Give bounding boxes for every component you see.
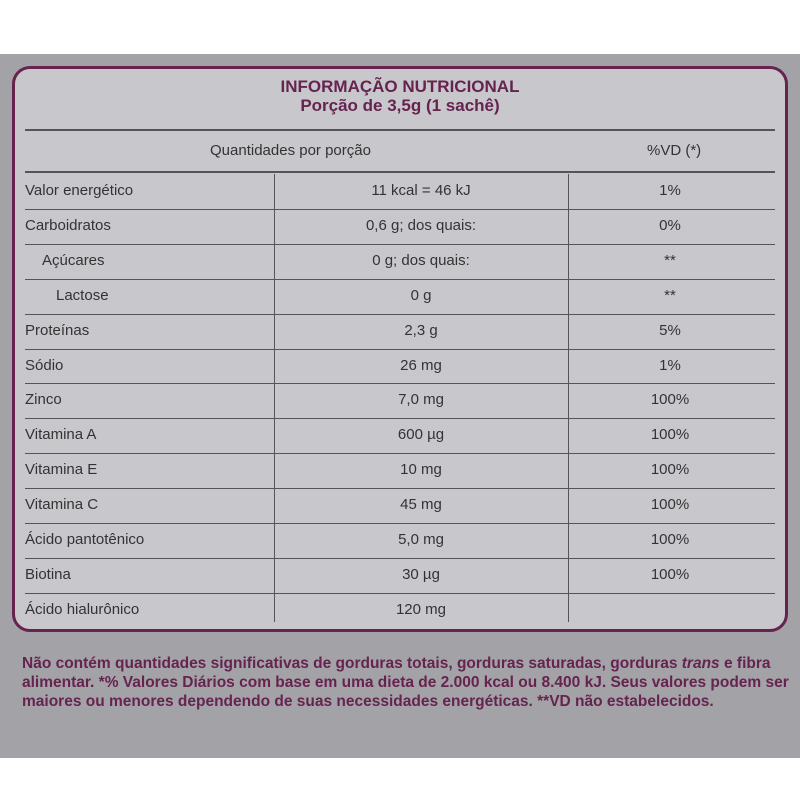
table-row: Ácido pantotênico 5,0 mg 100% bbox=[15, 523, 785, 557]
row-divider bbox=[25, 488, 775, 490]
table-row: Sódio 26 mg 1% bbox=[15, 349, 785, 383]
table-row: Valor energético 11 kcal = 46 kJ 1% bbox=[15, 174, 785, 208]
row-divider bbox=[25, 592, 775, 594]
row-divider bbox=[25, 243, 775, 245]
nutrient-amount: 120 mg bbox=[395, 600, 447, 618]
nutrient-name: Carboidratos bbox=[25, 216, 111, 234]
nutrient-vd: 100% bbox=[650, 391, 690, 409]
row-divider bbox=[25, 418, 775, 420]
nutrient-amount: 2,3 g bbox=[404, 321, 438, 339]
table-row: Ácido hialurônico 120 mg bbox=[15, 593, 785, 627]
table-row: Açúcares 0 g; dos quais: ** bbox=[15, 244, 785, 278]
footnote-trans: trans bbox=[681, 655, 720, 672]
table-heading: INFORMAÇÃO NUTRICIONAL Porção de 3,5g (1… bbox=[15, 77, 785, 115]
nutrient-amount: 7,0 mg bbox=[398, 391, 444, 409]
table-row: Biotina 30 µg 100% bbox=[15, 558, 785, 592]
nutrient-amount: 11 kcal = 46 kJ bbox=[371, 182, 471, 199]
nutrient-name: Açúcares bbox=[42, 251, 105, 269]
row-divider bbox=[25, 278, 775, 280]
nutrient-vd: 100% bbox=[650, 461, 690, 479]
nutrient-vd: 100% bbox=[650, 426, 690, 444]
row-divider bbox=[25, 453, 775, 455]
nutrient-name: Ácido pantotênico bbox=[25, 531, 145, 548]
row-divider bbox=[25, 208, 775, 210]
nutrient-amount: 0,6 g; dos quais: bbox=[365, 216, 477, 234]
table-row: Vitamina C 45 mg 100% bbox=[15, 488, 785, 522]
table-row: Carboidratos 0,6 g; dos quais: 0% bbox=[15, 209, 785, 243]
table-row: Proteínas 2,3 g 5% bbox=[15, 314, 785, 348]
nutrient-amount: 0 g; dos quais: bbox=[372, 251, 470, 269]
nutrient-name: Zinco bbox=[25, 391, 62, 409]
nutrient-vd: ** bbox=[664, 286, 676, 304]
row-divider bbox=[25, 523, 775, 524]
footnote: Não contém quantidades significativas de… bbox=[22, 654, 790, 711]
header-top-rule bbox=[25, 129, 775, 131]
row-divider bbox=[25, 348, 775, 350]
nutrient-vd: 100% bbox=[650, 565, 690, 583]
table-row: Vitamina E 10 mg 100% bbox=[15, 453, 785, 487]
nutrient-name: Vitamina E bbox=[25, 461, 98, 479]
nutrient-name: Valor energético bbox=[25, 182, 134, 199]
nutrient-amount: 5,0 mg bbox=[398, 531, 444, 548]
nutrient-vd: 0% bbox=[659, 216, 681, 234]
nutrient-name: Biotina bbox=[25, 565, 71, 583]
nutrient-name: Vitamina A bbox=[25, 426, 97, 444]
footnote-part2: e fibra alimentar. *% Valores Diários co… bbox=[22, 655, 789, 710]
nutrient-vd: 1% bbox=[659, 182, 681, 199]
nutrient-name: Proteínas bbox=[25, 321, 90, 339]
nutrient-vd: 100% bbox=[650, 496, 690, 514]
nutrient-vd: 100% bbox=[650, 531, 690, 548]
nutrient-vd bbox=[570, 593, 770, 627]
column-divider-right bbox=[568, 174, 569, 622]
nutrient-amount: 0 g bbox=[410, 286, 432, 304]
table-title: INFORMAÇÃO NUTRICIONAL bbox=[280, 77, 520, 96]
table-row: Vitamina A 600 µg 100% bbox=[15, 418, 785, 452]
header-vd: %VD (*) bbox=[647, 142, 702, 159]
table-row: Lactose 0 g ** bbox=[15, 279, 785, 313]
nutrient-name: Sódio bbox=[25, 356, 64, 374]
nutrient-name: Ácido hialurônico bbox=[25, 600, 140, 618]
nutrient-name: Lactose bbox=[56, 286, 109, 304]
header-bottom-rule bbox=[25, 171, 775, 173]
nutrient-amount: 26 mg bbox=[400, 356, 442, 374]
nutrient-amount: 600 µg bbox=[397, 426, 445, 444]
row-divider bbox=[25, 313, 775, 315]
nutrient-amount: 30 µg bbox=[402, 565, 440, 583]
nutrient-vd: ** bbox=[664, 251, 676, 269]
nutrient-amount: 45 mg bbox=[400, 496, 442, 514]
column-divider-left bbox=[274, 174, 275, 622]
row-divider bbox=[25, 557, 775, 559]
nutrient-amount: 10 mg bbox=[400, 461, 442, 479]
nutrient-vd: 1% bbox=[659, 356, 681, 374]
serving-size: Porção de 3,5g (1 sachê) bbox=[300, 96, 500, 115]
nutrition-table: INFORMAÇÃO NUTRICIONAL Porção de 3,5g (1… bbox=[12, 66, 788, 632]
footnote-part1: Não contém quantidades significativas de… bbox=[22, 655, 682, 672]
row-divider bbox=[25, 383, 775, 385]
header-amount: Quantidades por porção bbox=[210, 142, 371, 159]
table-row: Zinco 7,0 mg 100% bbox=[15, 383, 785, 417]
nutrient-vd: 5% bbox=[659, 321, 681, 339]
nutrient-name: Vitamina C bbox=[25, 496, 99, 514]
